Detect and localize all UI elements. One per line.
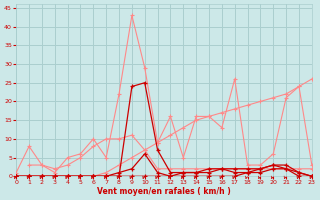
X-axis label: Vent moyen/en rafales ( km/h ): Vent moyen/en rafales ( km/h ) bbox=[97, 187, 231, 196]
